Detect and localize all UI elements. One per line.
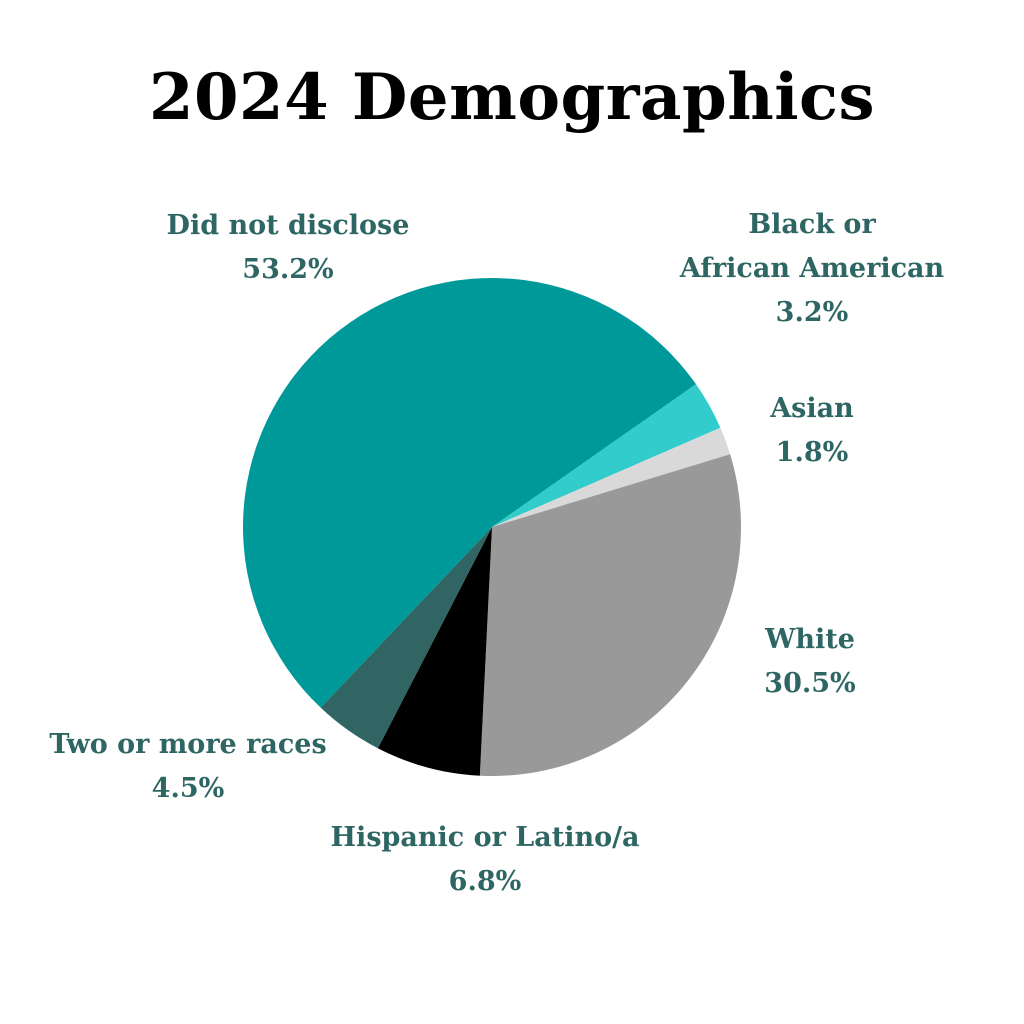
slice-value-label: 3.2% [776, 297, 849, 328]
slice-value-label: 53.2% [242, 254, 333, 285]
slice-label-hispanic-or-latino-a: Hispanic or Latino/a 6.8% [331, 822, 640, 897]
slice-value-label: 30.5% [764, 668, 855, 699]
slice-label-white: White 30.5% [764, 624, 856, 699]
pie-slice-did-not-disclose [243, 278, 696, 708]
slice-category-label: Hispanic or Latino/a [331, 822, 640, 853]
pie-slice-black-or-african-american [492, 384, 721, 527]
pie-slices [243, 278, 741, 776]
slice-value-label: 6.8% [449, 866, 522, 897]
slice-category-label: Did not disclose [167, 210, 410, 241]
slice-value-label: 1.8% [776, 437, 849, 468]
slice-category-label: White [764, 624, 855, 655]
slice-label-asian: Asian 1.8% [769, 393, 854, 468]
chart-title: 2024 Demographics [148, 60, 876, 135]
slice-label-two-or-more-races: Two or more races 4.5% [49, 729, 326, 804]
slice-category-label: Asian [769, 393, 854, 424]
slice-category-label: Black or [748, 209, 876, 240]
pie-slice-two-or-more-races [320, 527, 492, 749]
pie-labels: Black or African American 3.2% Asian 1.8% Whi… [49, 209, 944, 897]
slice-category-label: African American [679, 253, 945, 284]
slice-category-label: Two or more races [49, 729, 326, 760]
slice-value-label: 4.5% [152, 773, 225, 804]
slice-label-did-not-disclose: Did not disclose 53.2% [167, 210, 410, 285]
pie-slice-white [479, 454, 741, 776]
pie-slice-hispanic-or-latino-a [377, 527, 492, 776]
slice-label-black-or-african-american: Black or African American 3.2% [679, 209, 945, 328]
pie-slice-asian [492, 427, 731, 527]
